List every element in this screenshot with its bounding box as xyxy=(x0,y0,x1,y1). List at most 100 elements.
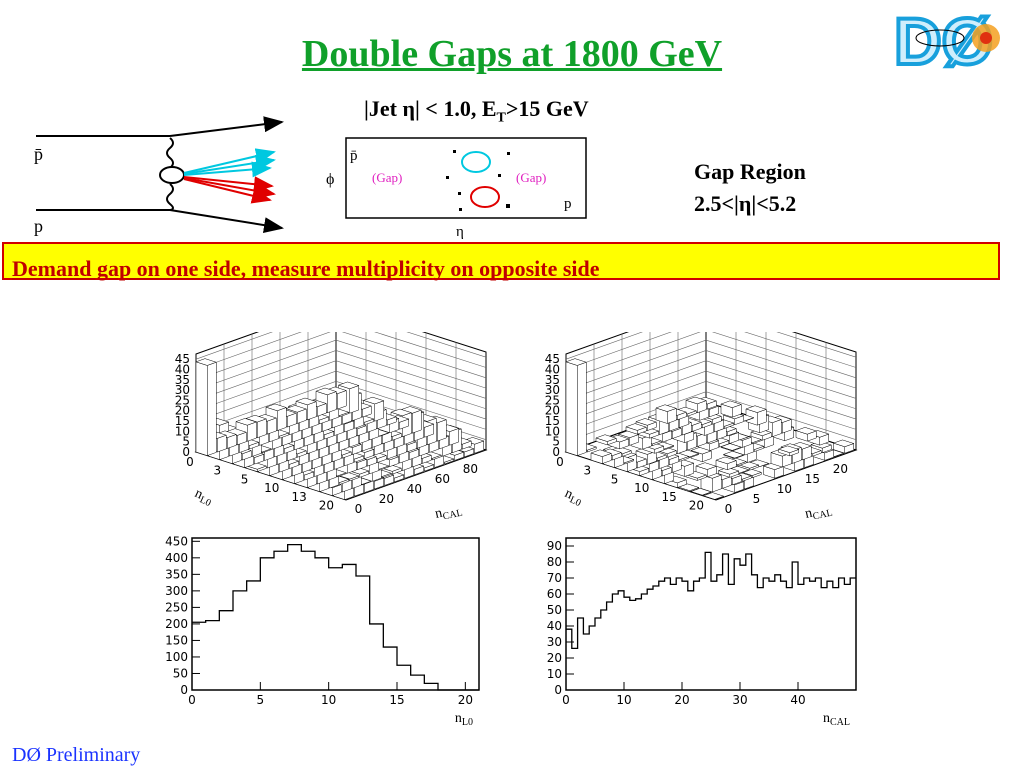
y-tick-label: 40 xyxy=(407,482,422,496)
x-tick-label: 20 xyxy=(674,693,689,707)
lego-bar-top xyxy=(565,358,588,366)
lego-bar-side xyxy=(437,419,447,442)
lego-bar-top xyxy=(832,439,855,447)
y-axis-label: nCAL xyxy=(434,502,464,522)
subtitle-part: |Jet xyxy=(364,96,403,121)
x-tick-label: 20 xyxy=(319,499,334,513)
y-tick-label: 200 xyxy=(165,617,188,631)
grid-line xyxy=(565,332,857,370)
gap-region-text: Gap Region 2.5<|η|<5.2 xyxy=(694,156,806,220)
lego-bar xyxy=(565,361,578,456)
grid-line xyxy=(565,391,857,442)
x-tick-label: 15 xyxy=(389,693,404,707)
lego-bar-top xyxy=(362,396,385,405)
lego-bar-side xyxy=(327,391,337,414)
y-tick-label: 0 xyxy=(180,683,188,697)
z-tick-label: 45 xyxy=(545,352,560,366)
jet-bottom-circle xyxy=(470,186,500,208)
x-tick-label: 15 xyxy=(661,490,676,504)
x-tick-label: 3 xyxy=(213,464,221,478)
x-tick-label: 20 xyxy=(689,499,704,513)
y-tick-label: 90 xyxy=(547,539,562,553)
lego-bar-top xyxy=(265,403,288,412)
x-axis-label: nL0 xyxy=(191,486,215,509)
x-tick-label: 40 xyxy=(790,693,805,707)
y-tick-label: 20 xyxy=(833,462,848,476)
grid-line xyxy=(195,381,487,432)
gap-region-line2: 2.5<|η|<5.2 xyxy=(694,191,797,216)
histogram-series xyxy=(566,551,856,650)
lego-bar-top xyxy=(617,430,640,438)
lego-bar-top xyxy=(655,404,678,412)
y-tick-label: 400 xyxy=(165,551,188,565)
lego-bar-top xyxy=(702,492,725,500)
pbar-side-label: p̄ xyxy=(350,148,358,164)
grid-line xyxy=(565,332,857,381)
grid-line xyxy=(565,360,857,412)
z-tick-label: 20 xyxy=(175,404,190,418)
y-axis-label: nCAL xyxy=(804,502,834,522)
x-tick-label: 13 xyxy=(291,490,306,504)
y-tick-label: 0 xyxy=(725,502,733,516)
x-tick-label: 3 xyxy=(583,464,591,478)
d0-logo: DØ xyxy=(892,4,1000,72)
lego-bar-top xyxy=(685,396,708,405)
z-tick-label: 10 xyxy=(175,424,190,438)
grid-line xyxy=(195,360,487,412)
x-tick-label: 5 xyxy=(241,472,249,486)
p-side-label: p xyxy=(564,196,572,212)
z-tick-label: 30 xyxy=(545,383,560,397)
y-tick-label: 5 xyxy=(753,492,761,506)
y-tick-label: 150 xyxy=(165,633,188,647)
y-tick-label: 0 xyxy=(355,502,363,516)
z-tick-label: 15 xyxy=(545,414,560,428)
grid-line xyxy=(565,339,857,391)
z-tick-label: 5 xyxy=(552,435,560,449)
lego-bar-top xyxy=(745,405,768,413)
lego-bar-top xyxy=(315,387,338,396)
lego-bar-side xyxy=(349,385,359,414)
lego-bar-top xyxy=(295,397,318,406)
phi-label: ϕ xyxy=(326,171,334,188)
grid-line xyxy=(195,339,487,391)
y-tick-label: 10 xyxy=(547,667,562,681)
lego-bar-top xyxy=(337,381,360,390)
lego-bar-top xyxy=(777,445,800,453)
y-tick-label: 80 xyxy=(463,462,478,476)
phi-eta-diagram: ϕ η p̄ p (Gap) (Gap) xyxy=(326,137,587,240)
y-tick-label: 30 xyxy=(547,635,562,649)
z-tick-label: 30 xyxy=(175,383,190,397)
z-tick-label: 10 xyxy=(545,424,560,438)
z-tick-label: 20 xyxy=(545,404,560,418)
z-tick-label: 25 xyxy=(175,393,190,407)
y-tick-label: 300 xyxy=(165,584,188,598)
z-tick-label: 5 xyxy=(182,435,190,449)
x-tick-label: 10 xyxy=(264,481,279,495)
z-tick-label: 0 xyxy=(552,445,560,459)
x-tick-label: 10 xyxy=(634,481,649,495)
x-tick-label: 0 xyxy=(562,693,570,707)
lego-bar-top xyxy=(285,405,308,413)
z-tick-label: 25 xyxy=(545,393,560,407)
grid-line xyxy=(195,332,487,360)
y-tick-label: 60 xyxy=(547,587,562,601)
x-tick-label: 20 xyxy=(458,693,473,707)
x-tick-label: 30 xyxy=(732,693,747,707)
z-tick-label: 35 xyxy=(175,373,190,387)
lego-bar-side xyxy=(207,361,217,456)
z-tick-label: 15 xyxy=(175,414,190,428)
lego-bar-side xyxy=(374,400,384,422)
pbar-label: p̄ xyxy=(34,144,43,164)
grid-line xyxy=(565,350,857,401)
x-axis-label: nL0 xyxy=(455,711,473,726)
lego-bar-top xyxy=(690,446,713,455)
grid-line xyxy=(195,350,487,401)
eta-label: η xyxy=(456,224,464,240)
y-tick-label: 50 xyxy=(547,603,562,617)
x-tick-label: 0 xyxy=(186,455,194,469)
z-tick-label: 35 xyxy=(545,373,560,387)
lego-bar-top xyxy=(720,400,743,408)
